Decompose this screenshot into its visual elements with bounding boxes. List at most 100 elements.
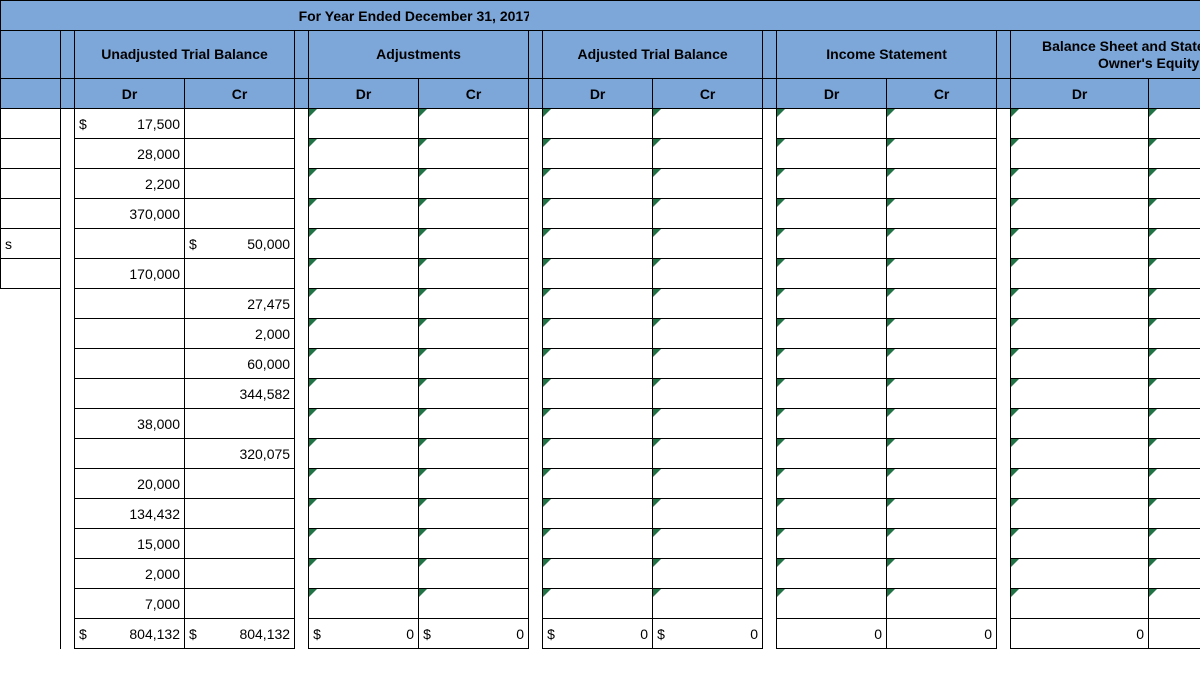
input-cell[interactable] <box>543 229 653 259</box>
input-cell[interactable] <box>887 439 997 469</box>
input-cell[interactable] <box>777 139 887 169</box>
input-cell[interactable] <box>419 499 529 529</box>
input-cell[interactable] <box>543 439 653 469</box>
input-cell[interactable] <box>419 259 529 289</box>
input-cell[interactable] <box>543 259 653 289</box>
input-cell[interactable] <box>653 199 763 229</box>
input-cell[interactable] <box>887 169 997 199</box>
input-cell[interactable] <box>309 139 419 169</box>
input-cell[interactable] <box>653 469 763 499</box>
input-cell[interactable] <box>1149 259 1200 289</box>
input-cell[interactable] <box>1011 259 1149 289</box>
input-cell[interactable] <box>1011 349 1149 379</box>
input-cell[interactable] <box>1149 529 1200 559</box>
input-cell[interactable] <box>419 319 529 349</box>
input-cell[interactable] <box>543 169 653 199</box>
input-cell[interactable] <box>777 229 887 259</box>
input-cell[interactable] <box>653 169 763 199</box>
input-cell[interactable] <box>777 349 887 379</box>
input-cell[interactable] <box>543 109 653 139</box>
input-cell[interactable] <box>653 259 763 289</box>
input-cell[interactable] <box>543 529 653 559</box>
input-cell[interactable] <box>1011 529 1149 559</box>
input-cell[interactable] <box>419 589 529 619</box>
input-cell[interactable] <box>887 469 997 499</box>
input-cell[interactable] <box>1149 559 1200 589</box>
input-cell[interactable] <box>887 499 997 529</box>
input-cell[interactable] <box>543 289 653 319</box>
input-cell[interactable] <box>309 469 419 499</box>
input-cell[interactable] <box>309 169 419 199</box>
input-cell[interactable] <box>309 559 419 589</box>
input-cell[interactable] <box>419 289 529 319</box>
input-cell[interactable] <box>777 199 887 229</box>
input-cell[interactable] <box>309 259 419 289</box>
input-cell[interactable] <box>1011 169 1149 199</box>
input-cell[interactable] <box>653 379 763 409</box>
input-cell[interactable] <box>419 139 529 169</box>
input-cell[interactable] <box>653 409 763 439</box>
input-cell[interactable] <box>887 409 997 439</box>
input-cell[interactable] <box>543 409 653 439</box>
input-cell[interactable] <box>653 559 763 589</box>
input-cell[interactable] <box>309 289 419 319</box>
input-cell[interactable] <box>543 559 653 589</box>
input-cell[interactable] <box>1011 439 1149 469</box>
input-cell[interactable] <box>1149 229 1200 259</box>
input-cell[interactable] <box>419 409 529 439</box>
input-cell[interactable] <box>1149 289 1200 319</box>
input-cell[interactable] <box>887 259 997 289</box>
input-cell[interactable] <box>543 199 653 229</box>
input-cell[interactable] <box>309 109 419 139</box>
input-cell[interactable] <box>777 499 887 529</box>
input-cell[interactable] <box>309 529 419 559</box>
input-cell[interactable] <box>777 379 887 409</box>
input-cell[interactable] <box>777 259 887 289</box>
input-cell[interactable] <box>887 379 997 409</box>
input-cell[interactable] <box>1149 199 1200 229</box>
input-cell[interactable] <box>1011 589 1149 619</box>
input-cell[interactable] <box>1149 349 1200 379</box>
input-cell[interactable] <box>887 529 997 559</box>
input-cell[interactable] <box>1149 439 1200 469</box>
input-cell[interactable] <box>1011 559 1149 589</box>
input-cell[interactable] <box>419 199 529 229</box>
input-cell[interactable] <box>1011 109 1149 139</box>
input-cell[interactable] <box>653 589 763 619</box>
input-cell[interactable] <box>1011 379 1149 409</box>
input-cell[interactable] <box>777 439 887 469</box>
input-cell[interactable] <box>543 349 653 379</box>
input-cell[interactable] <box>1149 409 1200 439</box>
input-cell[interactable] <box>309 439 419 469</box>
input-cell[interactable] <box>777 559 887 589</box>
input-cell[interactable] <box>1149 169 1200 199</box>
input-cell[interactable] <box>543 139 653 169</box>
input-cell[interactable] <box>543 469 653 499</box>
input-cell[interactable] <box>653 139 763 169</box>
input-cell[interactable] <box>887 559 997 589</box>
input-cell[interactable] <box>1149 109 1200 139</box>
input-cell[interactable] <box>309 229 419 259</box>
input-cell[interactable] <box>1011 409 1149 439</box>
input-cell[interactable] <box>777 529 887 559</box>
input-cell[interactable] <box>887 589 997 619</box>
input-cell[interactable] <box>887 289 997 319</box>
input-cell[interactable] <box>419 529 529 559</box>
input-cell[interactable] <box>653 319 763 349</box>
input-cell[interactable] <box>777 109 887 139</box>
input-cell[interactable] <box>419 439 529 469</box>
input-cell[interactable] <box>419 229 529 259</box>
input-cell[interactable] <box>419 469 529 499</box>
input-cell[interactable] <box>1011 319 1149 349</box>
input-cell[interactable] <box>309 319 419 349</box>
input-cell[interactable] <box>309 199 419 229</box>
input-cell[interactable] <box>777 469 887 499</box>
input-cell[interactable] <box>887 319 997 349</box>
input-cell[interactable] <box>1011 139 1149 169</box>
input-cell[interactable] <box>309 409 419 439</box>
input-cell[interactable] <box>653 349 763 379</box>
input-cell[interactable] <box>309 589 419 619</box>
input-cell[interactable] <box>1149 379 1200 409</box>
input-cell[interactable] <box>543 589 653 619</box>
input-cell[interactable] <box>887 349 997 379</box>
